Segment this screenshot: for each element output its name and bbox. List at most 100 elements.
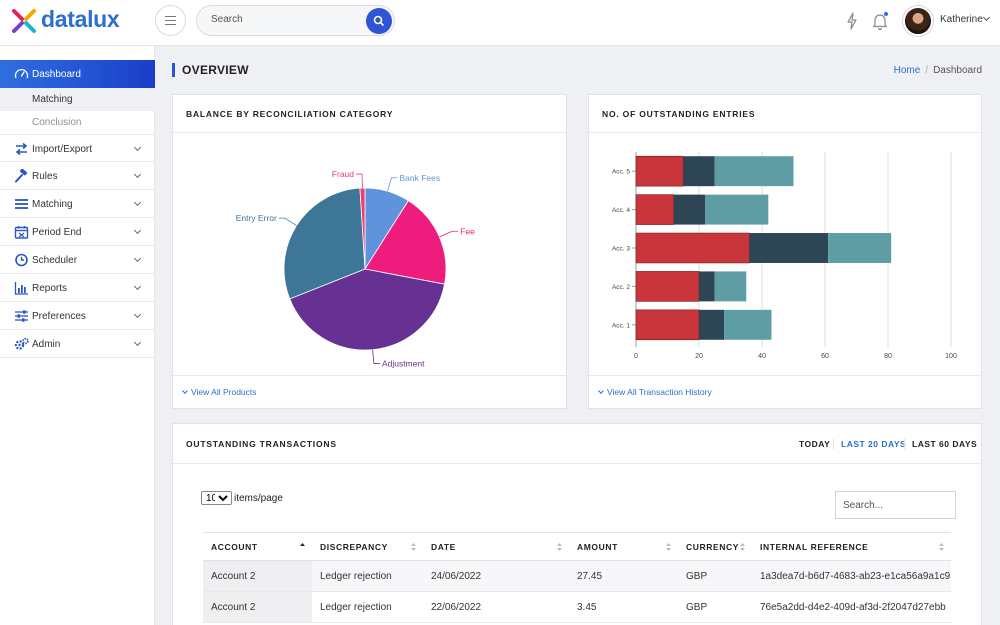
- pie-slice-fee[interactable]: [364, 200, 447, 285]
- chevron-down-icon: [133, 198, 142, 207]
- table-row[interactable]: Account 2 Ledger rejection 24/06/2022 27…: [203, 560, 951, 592]
- pie-label-fee: Fee: [460, 226, 475, 236]
- period-last-60-days[interactable]: LAST 60 DAYS: [912, 439, 978, 449]
- pie-label-bank-fees: Bank Fees: [400, 173, 441, 183]
- column-header-discrepancy[interactable]: DISCREPANCY: [312, 532, 423, 561]
- cell-internal-reference: 1a3dea7d-b6d7-4683-ab23-e1ca56a9a1c9: [752, 560, 951, 592]
- x-tick-label: 40: [758, 353, 766, 360]
- column-header-internal-reference[interactable]: INTERNAL REFERENCE: [752, 532, 951, 561]
- sidebar-subitem-conclusion[interactable]: Conclusion: [0, 111, 155, 134]
- sidebar-item-admin[interactable]: Admin: [0, 330, 155, 358]
- y-tick-label: Acc. 4: [612, 207, 630, 214]
- pie-label-line: [387, 177, 398, 192]
- gavel-icon: [15, 169, 28, 183]
- breadcrumb-separator: /: [925, 65, 929, 76]
- avatar[interactable]: [903, 6, 933, 36]
- pie-chart: Bank Fees Fee Adjustment Entry Error Fraud: [236, 169, 475, 369]
- card-title: NO. OF OUTSTANDING ENTRIES: [602, 109, 756, 119]
- bars-icon: [15, 199, 28, 209]
- sidebar-item-label: Matching: [32, 199, 73, 210]
- card-header: NO. OF OUTSTANDING ENTRIES: [589, 95, 981, 133]
- bar-acc-3-segment-2[interactable]: [749, 233, 829, 263]
- sidebar-item-import-export[interactable]: Import/Export: [0, 134, 155, 162]
- sort-icon: [557, 543, 562, 551]
- bell-icon: [872, 14, 888, 31]
- breadcrumb-home-link[interactable]: Home: [893, 65, 921, 76]
- bar-acc-5-segment-3[interactable]: [714, 156, 794, 187]
- bar-acc-5-segment-2[interactable]: [683, 156, 715, 187]
- bar-acc-4-segment-3[interactable]: [705, 194, 769, 225]
- top-bar: datalux Katherine: [0, 0, 1000, 46]
- cell-date: 24/06/2022: [423, 560, 569, 592]
- chevron-down-icon: [133, 310, 142, 319]
- sidebar-item-rules[interactable]: Rules: [0, 162, 155, 190]
- table-row[interactable]: Account 2 Ledger rejection 22/06/2022 3.…: [203, 591, 951, 623]
- gears-icon: [14, 337, 29, 350]
- view-all-products-link[interactable]: View All Products: [191, 387, 257, 397]
- logo-mark-icon: [12, 9, 36, 33]
- period-last-20-days[interactable]: LAST 20 DAYS: [841, 439, 907, 449]
- breadcrumb-current: Dashboard: [933, 65, 982, 76]
- bar-acc-1-segment-3[interactable]: [724, 309, 772, 340]
- chevron-down-icon: [133, 282, 142, 291]
- pie-slice-entry-error[interactable]: [283, 187, 366, 300]
- column-header-account[interactable]: ACCOUNT: [203, 532, 312, 561]
- bar-acc-2-segment-3[interactable]: [714, 271, 747, 302]
- bar-chart: 0 20 40 60 80 100 Acc. 1 Acc. 2 Acc. 3 Acc. 4 Acc.…: [612, 152, 957, 360]
- notifications-button[interactable]: [871, 11, 889, 31]
- brand-logo[interactable]: datalux: [10, 6, 130, 35]
- sort-ascending-icon: [300, 543, 305, 546]
- sort-icon: [666, 543, 671, 551]
- page-size-select[interactable]: 10 25 50: [201, 491, 232, 505]
- user-name[interactable]: Katherine: [940, 14, 983, 25]
- lightning-icon[interactable]: [845, 12, 859, 30]
- column-header-label: DATE: [431, 541, 456, 552]
- bar-acc-2-segment-1[interactable]: [635, 271, 700, 302]
- chart-icon: [14, 282, 28, 295]
- table-header-row: ACCOUNT DISCREPANCY DATE AMOUNT CURRENCY…: [203, 532, 951, 561]
- column-header-amount[interactable]: AMOUNT: [569, 532, 678, 561]
- sidebar-item-scheduler[interactable]: Scheduler: [0, 246, 155, 274]
- bar-acc-4-segment-1[interactable]: [635, 194, 675, 225]
- cell-currency: GBP: [678, 591, 752, 623]
- pie-label-entry-error: Entry Error: [236, 213, 277, 223]
- bar-acc-3-segment-3[interactable]: [828, 233, 892, 263]
- column-header-label: ACCOUNT: [211, 541, 258, 552]
- hamburger-icon: [165, 16, 176, 25]
- sidebar-item-period-end[interactable]: Period End: [0, 218, 155, 246]
- sidebar-item-dashboard[interactable]: Dashboard: [0, 60, 155, 88]
- sidebar-item-reports[interactable]: Reports: [0, 274, 155, 302]
- bar-acc-4-segment-2[interactable]: [673, 194, 706, 225]
- chevron-down-icon: [133, 143, 142, 152]
- calendar-icon: [14, 226, 29, 239]
- bar-acc-3-segment-1[interactable]: [635, 232, 750, 264]
- table-search-input[interactable]: [835, 491, 956, 519]
- search-input[interactable]: [211, 14, 361, 25]
- cell-account: Account 2: [203, 591, 312, 623]
- breadcrumb: Home / Dashboard: [894, 65, 982, 76]
- bar-acc-5-segment-1[interactable]: [635, 155, 684, 187]
- sidebar-item-preferences[interactable]: Preferences: [0, 302, 155, 330]
- sidebar-subitem-matching[interactable]: Matching: [0, 88, 155, 111]
- bar-acc-1-segment-1[interactable]: [635, 309, 700, 341]
- card-title: BALANCE BY RECONCILIATION CATEGORY: [186, 109, 394, 119]
- pie-slice-adjustment[interactable]: [289, 268, 446, 351]
- sort-icon: [411, 543, 416, 551]
- brand-name: datalux: [41, 6, 120, 32]
- sort-icon: [939, 543, 944, 551]
- column-header-currency[interactable]: CURRENCY: [678, 532, 752, 561]
- bar-acc-2-segment-2[interactable]: [699, 271, 715, 302]
- clock-icon: [15, 253, 28, 267]
- search-button[interactable]: [366, 8, 392, 34]
- sidebar-item-matching[interactable]: Matching: [0, 190, 155, 218]
- column-header-date[interactable]: DATE: [423, 532, 569, 561]
- menu-toggle-button[interactable]: [155, 5, 186, 36]
- bar-acc-1-segment-2[interactable]: [699, 309, 725, 340]
- sliders-icon: [15, 310, 28, 322]
- view-all-transaction-history-link[interactable]: View All Transaction History: [607, 387, 712, 397]
- cell-currency: GBP: [678, 560, 752, 592]
- chevron-down-icon[interactable]: [982, 13, 991, 22]
- sort-icon: [740, 543, 745, 551]
- column-header-label: INTERNAL REFERENCE: [760, 541, 869, 552]
- period-today[interactable]: TODAY: [799, 439, 831, 449]
